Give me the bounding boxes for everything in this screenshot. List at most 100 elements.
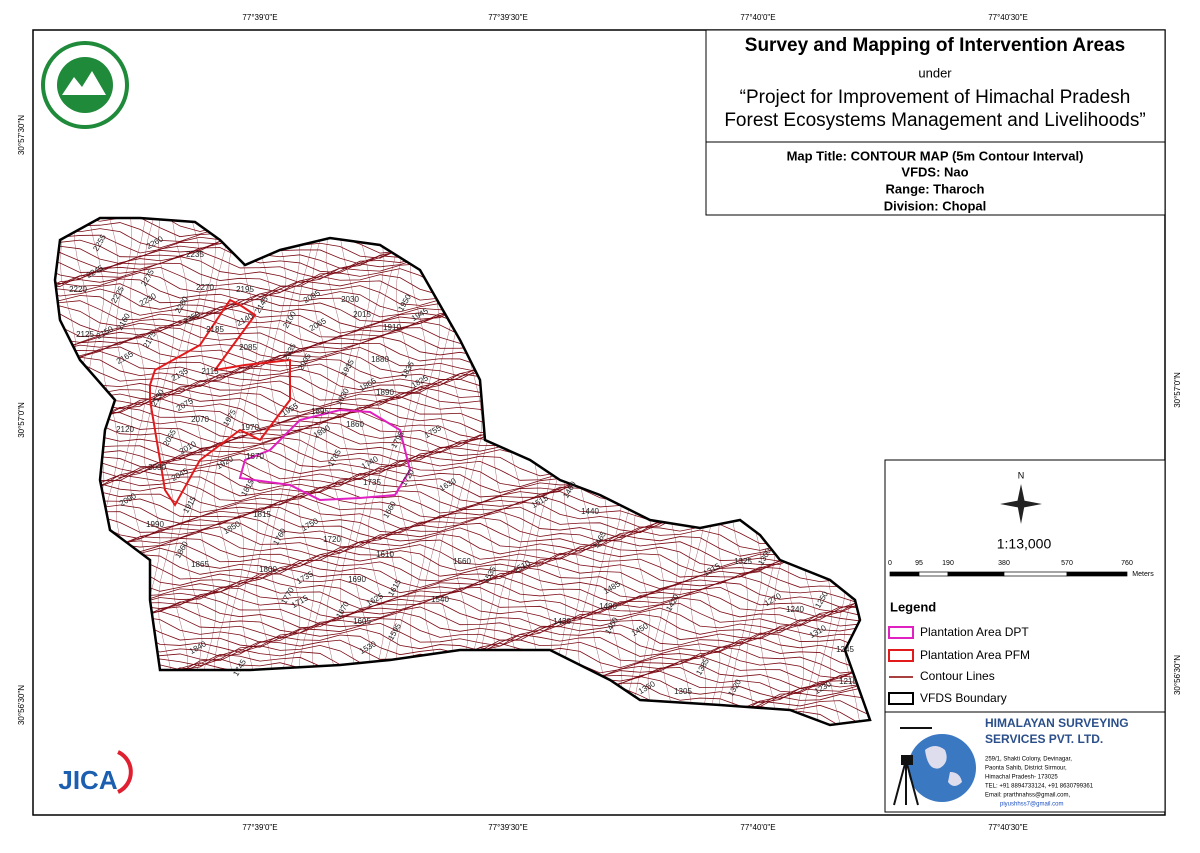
jica-arc (117, 750, 133, 794)
contour-line (549, 218, 566, 725)
address-line: Email: prarthnahss@gmail.com, (985, 793, 1070, 799)
coord-label: 77°40'30"E (988, 13, 1028, 22)
scale-segment (918, 571, 949, 577)
contour-line (55, 721, 870, 725)
scale-tick-label: 0 (888, 560, 892, 567)
contour-line (55, 531, 870, 560)
contour-line (55, 706, 870, 725)
contour-line (255, 218, 273, 725)
contour-line (55, 606, 870, 634)
contour-line (40, 727, 880, 753)
scale-tick-label: 570 (1061, 560, 1073, 567)
contour-label: 1215 (839, 677, 857, 686)
plantation-dpt (238, 408, 412, 502)
company-address: 259/1, Shakti Colony, Devinagar, Paonta … (985, 757, 1094, 808)
contour-line (55, 526, 870, 554)
contour-label: 1990 (146, 520, 164, 529)
contour-line (55, 541, 870, 568)
contour-label: 2125 (76, 330, 94, 339)
legend-item: Plantation Area DPT (920, 625, 1029, 639)
contour-line (55, 595, 870, 625)
coord-label: 30°57'30"N (17, 115, 26, 155)
contour-label: 1735 (363, 478, 381, 487)
contour-label: 2070 (191, 415, 209, 424)
contour-line (269, 218, 287, 725)
contour-line (367, 218, 385, 725)
contour-label: 1480 (599, 602, 617, 611)
map-title: Map Title: CONTOUR MAP (5m Contour Inter… (787, 148, 1084, 163)
logo-mountains (62, 71, 106, 95)
contour-label: 1870 (246, 452, 264, 461)
legend-item: Plantation Area PFM (920, 648, 1030, 662)
contour-label: 1880 (371, 355, 389, 364)
contour-line (227, 218, 245, 725)
address-line: Himachal Pradesh- 173025 (985, 775, 1058, 781)
contour-label: 2235 (186, 250, 204, 259)
contour-line (55, 616, 870, 643)
scale-tick-label: 95 (915, 560, 923, 567)
contour-line (55, 586, 870, 614)
contour-line (55, 717, 870, 725)
contour-line (213, 218, 231, 725)
scale-tick-label: 380 (998, 560, 1010, 567)
contour-label: 1560 (453, 557, 471, 566)
contour-label: 1970 (241, 423, 259, 432)
contour-line (55, 552, 870, 578)
scale-bar: 0 95 190 380 570 760 (888, 560, 1133, 577)
contour-line (55, 626, 870, 653)
vfds-boundary (53, 216, 872, 727)
scale-segment (889, 571, 920, 577)
contour-label: 1895 (311, 407, 329, 416)
contour-label: 1240 (786, 605, 804, 614)
contour-label: 1720 (323, 535, 341, 544)
scale-unit: Meters (1132, 571, 1154, 578)
contour-line (381, 218, 399, 725)
contour-label: 2220 (69, 285, 87, 294)
contour-line (32, 200, 48, 740)
contour-line (55, 601, 870, 629)
company-name: SERVICES PVT. LTD. (985, 732, 1103, 746)
project: Forest Ecosystems Management and Livelih… (724, 110, 1145, 131)
title: Survey and Mapping of Intervention Areas (745, 35, 1125, 56)
contour-line (55, 610, 870, 640)
plantation-pfm (149, 298, 291, 507)
coord-label: 77°39'0"E (242, 823, 277, 832)
contour-line (185, 218, 203, 725)
contour-label: 1815 (253, 510, 271, 519)
contour-label: 1865 (191, 560, 209, 569)
contour-label: 2030 (341, 295, 359, 304)
under: under (918, 65, 952, 80)
address-line: piyushhss7@gmail.com (1000, 802, 1063, 808)
scale-segment (1003, 571, 1068, 577)
contour-label: 1690 (348, 575, 366, 584)
contour-label: 2120 (116, 425, 134, 434)
contour-line (55, 571, 870, 599)
coord-label: 77°40'0"E (740, 13, 775, 22)
contour-label: 1305 (674, 687, 692, 696)
scale-segment (947, 571, 1005, 577)
globe-logo (908, 734, 976, 802)
contour-line (395, 218, 413, 725)
contour-line (311, 218, 329, 725)
coord-label: 77°39'0"E (242, 13, 277, 22)
project: “Project for Improvement of Himachal Pra… (740, 87, 1131, 108)
contour-label: 2030 (148, 463, 166, 472)
coord-label: 77°40'30"E (988, 823, 1028, 832)
coord-label: 30°57'0"N (17, 402, 26, 438)
contour-line (55, 556, 870, 584)
contour-label: 1430 (553, 617, 571, 626)
company-name: HIMALAYAN SURVEYING (985, 716, 1129, 730)
scale-tick-label: 760 (1121, 560, 1133, 567)
scale: 1:13,000 (997, 536, 1052, 552)
address-line: Paonta Sahib, District Sirmour, (985, 766, 1067, 772)
coordinates: 77°39'0"E 77°39'30"E 77°40'0"E 77°40'30"E 77… (17, 13, 1182, 832)
legend-swatch (888, 626, 914, 639)
division: Division: Chopal (884, 198, 987, 213)
contour-label: 1910 (383, 323, 401, 332)
contour-line (55, 546, 870, 574)
contour-line (55, 711, 870, 725)
coord-label: 30°56'30"N (17, 685, 26, 725)
contour-label: 2115 (201, 367, 219, 376)
vfds: VFDS: Nao (901, 164, 968, 179)
